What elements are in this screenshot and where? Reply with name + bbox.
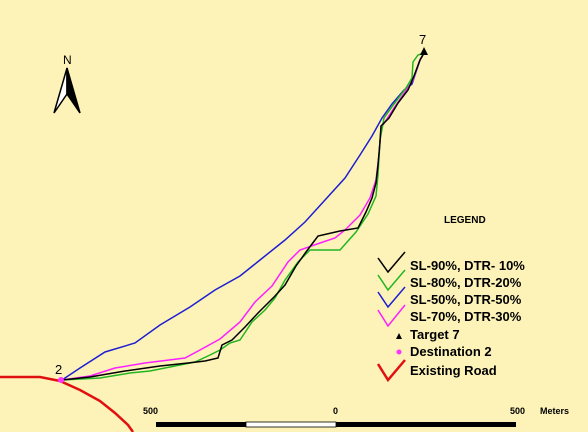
legend-line-icon-black [377, 251, 406, 274]
legend-label-sl50: SL-50%, DTR-50% [410, 292, 522, 307]
legend-line-icon-blue [377, 286, 406, 309]
scale-unit-label: Meters [540, 406, 569, 416]
north-arrow-right-half [66, 67, 81, 114]
legend-label-destination: Destination 2 [410, 344, 492, 359]
legend-label-road: Existing Road [410, 363, 497, 378]
legend-line-icon-magenta [377, 304, 406, 328]
legend-item-destination: Destination 2 [396, 344, 492, 359]
legend-item-sl80: SL-80%, DTR-20% [377, 269, 522, 292]
scale-bar-seg-3 [336, 422, 516, 427]
legend: LEGEND SL-90%, DTR- 10% SL-80%, DTR-20% … [376, 215, 525, 383]
target-7-label: 7 [419, 32, 426, 47]
scale-bar: 500 0 500 Meters [143, 406, 569, 428]
legend-item-sl50: SL-50%, DTR-50% [377, 286, 522, 309]
destination-2-label: 2 [55, 362, 62, 377]
legend-item-road: Existing Road [376, 359, 497, 383]
legend-dot-icon [396, 349, 402, 355]
legend-line-icon-red [376, 359, 406, 383]
legend-label-target: Target 7 [410, 327, 460, 342]
scale-right-label: 500 [510, 406, 525, 416]
scale-bar-seg-1 [156, 422, 246, 427]
route-sl90-dtr10[interactable] [61, 52, 425, 381]
legend-label-sl70: SL-70%, DTR-30% [410, 309, 522, 324]
legend-item-target: Target 7 [396, 327, 460, 342]
existing-road-line[interactable] [0, 375, 135, 432]
route-sl50-dtr50[interactable] [61, 52, 425, 381]
legend-triangle-icon [396, 333, 402, 339]
north-arrow-icon: N [53, 53, 81, 114]
scale-middle-label: 0 [333, 406, 338, 416]
route-sl70-dtr30[interactable] [61, 52, 425, 381]
legend-line-icon-green [377, 269, 406, 292]
legend-item-sl70: SL-70%, DTR-30% [377, 304, 522, 328]
north-label: N [63, 53, 72, 67]
scale-bar-seg-2 [245, 421, 337, 428]
scale-left-label: 500 [143, 406, 158, 416]
target-7-marker[interactable] [420, 47, 428, 55]
legend-label-sl80: SL-80%, DTR-20% [410, 275, 522, 290]
legend-title: LEGEND [444, 215, 486, 226]
destination-2-marker[interactable] [58, 377, 64, 383]
legend-item-sl90: SL-90%, DTR- 10% [377, 251, 525, 274]
legend-label-sl90: SL-90%, DTR- 10% [410, 258, 525, 273]
